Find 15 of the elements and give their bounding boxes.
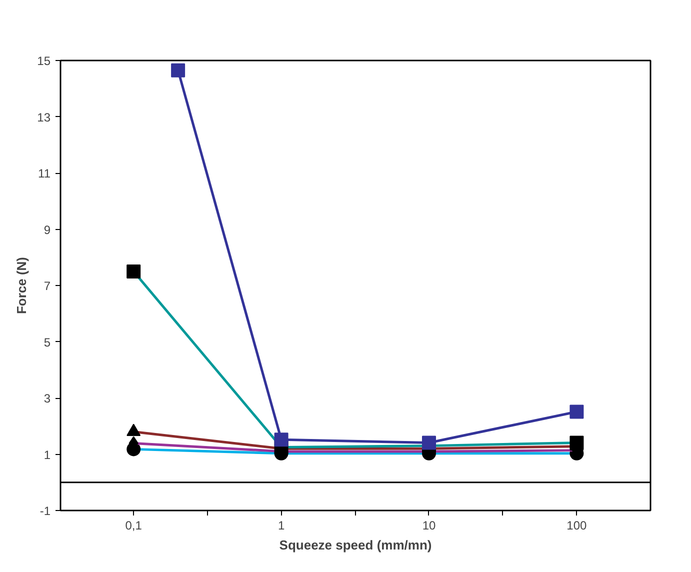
y-tick-label: 3 (44, 392, 51, 406)
x-axis-title: Squeeze speed (mm/mn) (279, 538, 432, 552)
x-tick-label: 10 (422, 518, 436, 532)
y-tick-label: 15 (37, 54, 51, 68)
y-axis-title: Force (N) (14, 256, 30, 314)
y-tick-label: 1 (44, 448, 51, 462)
y-tick-label: -1 (40, 504, 51, 518)
y-tick-label: 9 (44, 222, 51, 237)
y-tick-label: 7 (44, 279, 51, 293)
y-tick-label: 13 (37, 110, 51, 124)
x-tick-label: 0,1 (125, 518, 142, 532)
x-tick-label: 100 (566, 518, 588, 532)
y-tick-label: 11 (38, 166, 51, 180)
y-tick-label: 5 (44, 335, 51, 350)
x-tick-label: 1 (278, 518, 285, 532)
